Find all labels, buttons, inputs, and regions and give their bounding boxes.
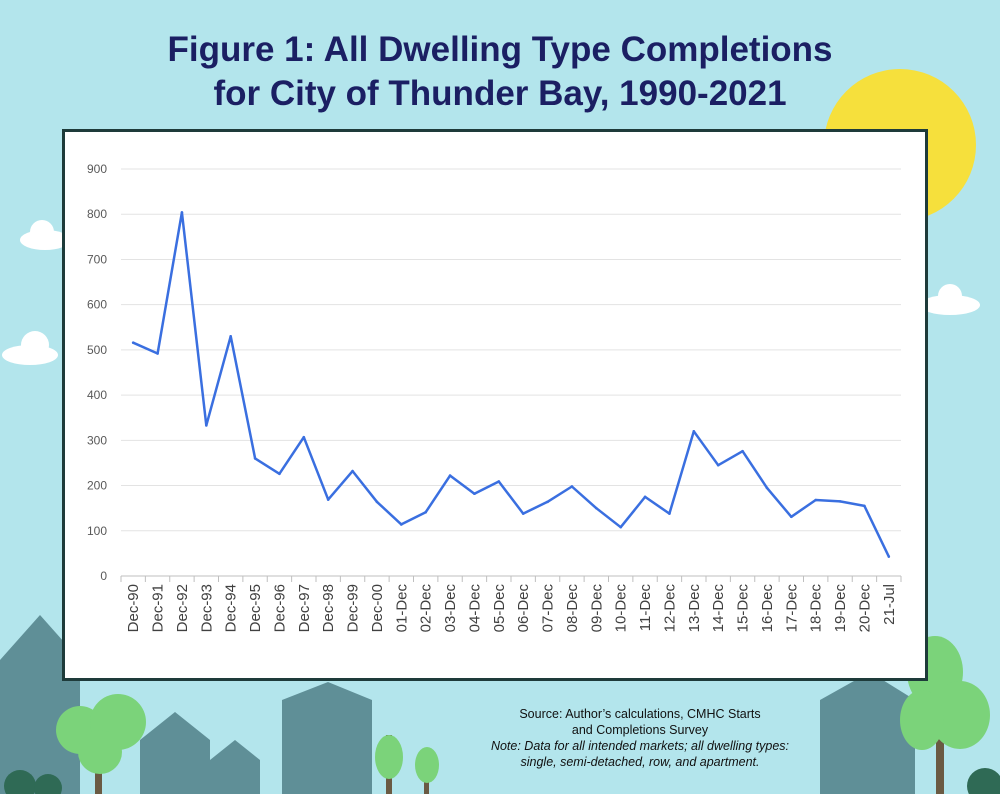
x-tick-label: 10-Dec	[613, 584, 630, 633]
data-point	[814, 498, 817, 502]
x-tick-label: Dec-90	[125, 584, 142, 632]
data-point	[400, 523, 403, 526]
x-tick-label: 14-Dec	[710, 584, 727, 633]
x-tick-label: 03-Dec	[442, 584, 459, 633]
x-tick-label: 02-Dec	[418, 584, 435, 633]
data-point	[351, 469, 354, 473]
data-point	[205, 424, 208, 427]
data-point	[838, 500, 842, 503]
y-tick-label: 600	[87, 298, 107, 312]
x-tick-label: Dec-98	[320, 584, 337, 632]
data-point	[619, 525, 622, 529]
x-tick-label: 20-Dec	[856, 584, 873, 633]
data-point	[643, 495, 647, 499]
y-tick-label: 400	[87, 388, 107, 402]
data-point	[375, 500, 379, 504]
cloud-icon	[2, 220, 980, 365]
x-tick-label: 15-Dec	[735, 584, 752, 633]
chart-title-line-2: for City of Thunder Bay, 1990-2021	[213, 74, 787, 113]
data-point	[278, 472, 281, 476]
data-point	[156, 352, 159, 355]
chart-panel: 0 100 200 300 400 500 600 700 800 900 Dec-90 Dec-91…	[62, 129, 928, 681]
source-note: Source: Author’s calculations, CMHC Star…	[430, 706, 850, 770]
data-point	[570, 485, 574, 488]
x-tick-label: 07-Dec	[540, 584, 557, 633]
data-point	[692, 429, 696, 433]
data-point	[424, 510, 427, 514]
x-tick-label: 17-Dec	[783, 584, 800, 633]
note-line-2: single, semi-detached, row, and apartmen…	[520, 755, 760, 769]
y-tick-label: 100	[87, 524, 107, 538]
x-tick-label: 13-Dec	[686, 584, 703, 633]
data-point	[887, 555, 891, 558]
x-tick-label: 09-Dec	[588, 584, 605, 633]
bushes-icon	[4, 768, 1000, 794]
data-point	[546, 500, 549, 504]
data-point	[180, 211, 184, 214]
data-point	[863, 504, 866, 508]
x-tick-label: 11-Dec	[637, 584, 654, 632]
data-point	[668, 512, 671, 515]
data-point	[741, 449, 744, 453]
source-line-2: and Completions Survey	[571, 723, 709, 737]
note-line-1: Note: Data for all intended markets; all…	[490, 739, 790, 753]
series-line	[131, 211, 891, 558]
y-tick-label: 300	[87, 433, 107, 447]
x-tick-label: 19-Dec	[832, 584, 849, 633]
x-tick-label: 08-Dec	[564, 584, 581, 633]
x-tick-label: Dec-96	[271, 584, 288, 632]
y-tick-label: 0	[100, 569, 107, 583]
houses-icon	[0, 615, 915, 794]
y-tick-label: 200	[87, 479, 107, 493]
x-tick-label: 05-Dec	[491, 584, 508, 633]
x-tick-label: 16-Dec	[759, 584, 776, 633]
x-tick-label: Dec-93	[198, 584, 215, 632]
x-tick-label: 04-Dec	[466, 584, 483, 633]
chart-title-line-1: Figure 1: All Dwelling Type Completions	[167, 30, 833, 69]
x-tick-label: Dec-99	[345, 584, 362, 632]
line-chart: 0 100 200 300 400 500 600 700 800 900 Dec-90 Dec-91…	[87, 162, 902, 633]
data-point	[326, 498, 330, 501]
x-tick-label: Dec-92	[174, 584, 191, 632]
y-tick-label: 700	[87, 252, 107, 266]
data-point	[229, 335, 232, 338]
x-tick-label: Dec-97	[296, 584, 313, 632]
data-point	[716, 463, 720, 467]
y-tick-label: 900	[87, 162, 107, 176]
data-point	[253, 457, 257, 460]
data-point	[521, 512, 525, 515]
data-point	[302, 435, 306, 439]
x-tick-label: 18-Dec	[808, 584, 825, 633]
x-tick-label: Dec-00	[369, 584, 386, 632]
x-tick-label: Dec-95	[247, 584, 264, 632]
y-tick-label: 500	[87, 343, 107, 357]
data-point	[595, 506, 598, 510]
data-point	[131, 341, 135, 344]
x-tick-label: Dec-91	[150, 584, 167, 632]
chart-title: Figure 1: All Dwelling Type Completions …	[0, 28, 1000, 116]
source-line-1: Source: Author’s calculations, CMHC Star…	[519, 707, 761, 721]
data-point	[473, 492, 476, 495]
x-tick-label: Dec-94	[223, 584, 240, 632]
x-tick-label: 21-Jul	[881, 584, 898, 625]
data-point	[448, 474, 452, 477]
x-tick-label: 01-Dec	[393, 584, 410, 633]
data-point	[497, 480, 501, 483]
data-point	[765, 486, 769, 490]
x-tick-label: 12-Dec	[661, 584, 678, 633]
x-tick-label: 06-Dec	[515, 584, 532, 633]
data-point	[790, 515, 793, 519]
y-tick-label: 800	[87, 207, 107, 221]
